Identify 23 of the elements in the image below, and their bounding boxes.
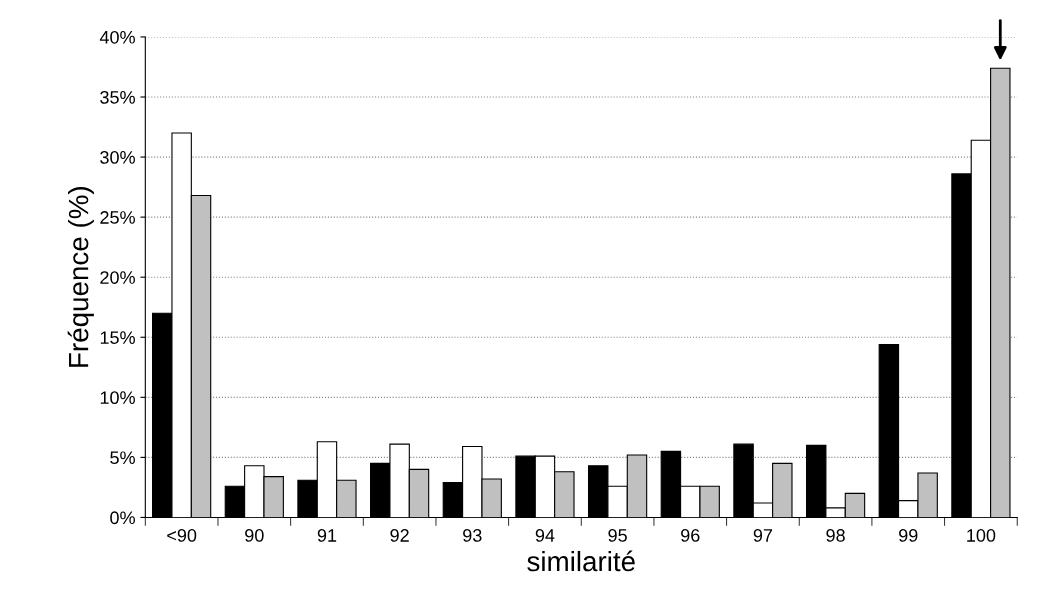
x-tick-label: 100 bbox=[967, 529, 996, 542]
y-tick-label: 40% bbox=[99, 30, 135, 44]
x-tick-label: 96 bbox=[681, 529, 700, 542]
x-tick-label: 95 bbox=[608, 529, 627, 542]
x-tick-label: 94 bbox=[535, 529, 555, 542]
x-axis-title: similarité bbox=[527, 550, 635, 572]
x-tick-label: 98 bbox=[826, 529, 845, 542]
x-tick-label: 91 bbox=[317, 529, 337, 542]
y-tick-label: 5% bbox=[110, 451, 135, 465]
x-tick-label: 99 bbox=[899, 529, 918, 542]
y-tick-label: 15% bbox=[100, 331, 135, 344]
x-tick-label: 93 bbox=[463, 529, 482, 542]
x-tick-label: <90 bbox=[167, 529, 197, 542]
y-tick-label: 30% bbox=[100, 151, 135, 164]
y-axis-title: Fréquence (%) bbox=[67, 187, 94, 367]
y-tick-label: 35% bbox=[100, 90, 135, 104]
x-tick-label: 92 bbox=[390, 529, 409, 542]
y-tick-label: 20% bbox=[100, 271, 135, 284]
y-tick-label: 10% bbox=[100, 391, 135, 405]
y-tick-label: 0% bbox=[110, 511, 135, 525]
x-tick-label: 90 bbox=[245, 529, 264, 542]
y-tick-label: 25% bbox=[100, 211, 135, 224]
x-tick-label: 97 bbox=[753, 529, 773, 542]
